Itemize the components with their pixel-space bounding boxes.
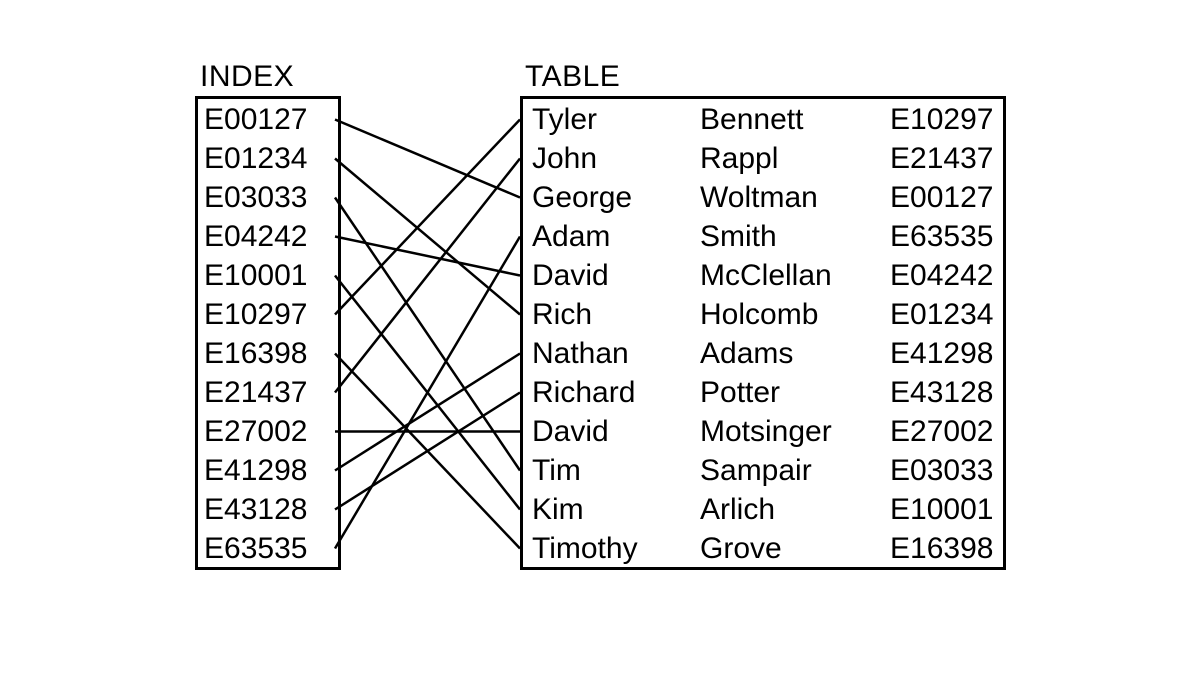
table-cell-id: E10297 — [890, 100, 993, 139]
table-cell-first: Timothy — [532, 529, 638, 568]
index-row: E16398 — [204, 334, 307, 373]
index-row: E41298 — [204, 451, 307, 490]
mapping-line — [335, 198, 520, 471]
index-row: E10001 — [204, 256, 307, 295]
table-cell-id: E03033 — [890, 451, 993, 490]
index-row: E04242 — [204, 217, 307, 256]
table-cell-first: Adam — [532, 217, 610, 256]
table-cell-id: E04242 — [890, 256, 993, 295]
table-cell-first: George — [532, 178, 632, 217]
table-cell-first: John — [532, 139, 597, 178]
table-cell-first: David — [532, 256, 609, 295]
table-cell-last: Holcomb — [700, 295, 818, 334]
mapping-line — [335, 276, 520, 510]
index-row: E00127 — [204, 100, 307, 139]
table-cell-last: Motsinger — [700, 412, 832, 451]
mapping-line — [335, 237, 520, 549]
table-cell-first: David — [532, 412, 609, 451]
table-cell-id: E21437 — [890, 139, 993, 178]
table-heading: TABLE — [525, 60, 620, 94]
table-cell-last: Rappl — [700, 139, 778, 178]
mapping-line — [335, 354, 520, 549]
table-cell-last: McClellan — [700, 256, 832, 295]
table-cell-first: Nathan — [532, 334, 629, 373]
mapping-line — [335, 393, 520, 510]
table-cell-id: E10001 — [890, 490, 993, 529]
index-row: E43128 — [204, 490, 307, 529]
mapping-line — [335, 120, 520, 198]
table-cell-first: Kim — [532, 490, 584, 529]
index-row: E27002 — [204, 412, 307, 451]
mapping-line — [335, 237, 520, 276]
table-cell-id: E43128 — [890, 373, 993, 412]
index-row: E01234 — [204, 139, 307, 178]
table-cell-first: Rich — [532, 295, 592, 334]
index-row: E10297 — [204, 295, 307, 334]
table-cell-id: E16398 — [890, 529, 993, 568]
index-row: E21437 — [204, 373, 307, 412]
table-cell-last: Woltman — [700, 178, 818, 217]
mapping-line — [335, 159, 520, 393]
index-heading: INDEX — [200, 60, 294, 94]
table-cell-last: Potter — [700, 373, 780, 412]
table-cell-id: E63535 — [890, 217, 993, 256]
table-cell-id: E00127 — [890, 178, 993, 217]
table-cell-last: Bennett — [700, 100, 803, 139]
table-cell-first: Richard — [532, 373, 635, 412]
table-cell-first: Tim — [532, 451, 581, 490]
table-cell-last: Smith — [700, 217, 777, 256]
index-row: E03033 — [204, 178, 307, 217]
table-cell-last: Sampair — [700, 451, 812, 490]
table-cell-id: E01234 — [890, 295, 993, 334]
mapping-line — [335, 354, 520, 471]
diagram-stage: INDEX TABLE E00127E01234E03033E04242E100… — [0, 0, 1200, 675]
table-cell-first: Tyler — [532, 100, 597, 139]
mapping-line — [335, 120, 520, 315]
table-cell-last: Arlich — [700, 490, 775, 529]
table-cell-last: Adams — [700, 334, 793, 373]
mapping-line — [335, 159, 520, 315]
table-cell-id: E27002 — [890, 412, 993, 451]
table-cell-id: E41298 — [890, 334, 993, 373]
table-cell-last: Grove — [700, 529, 782, 568]
index-row: E63535 — [204, 529, 307, 568]
